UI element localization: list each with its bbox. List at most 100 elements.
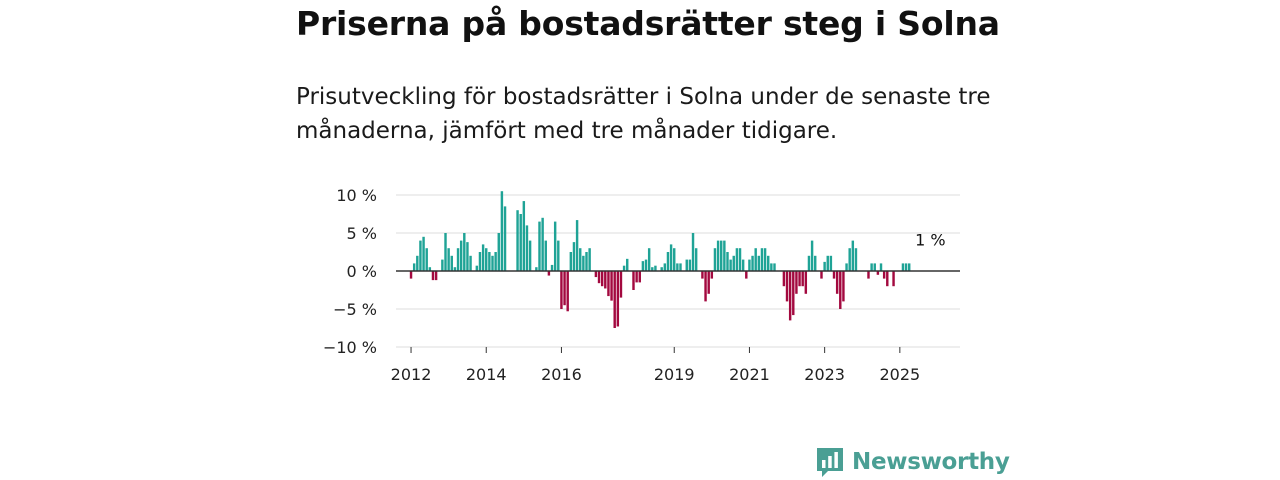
bar <box>635 271 638 283</box>
bar <box>425 248 428 271</box>
bar <box>873 263 876 271</box>
chart-subtitle: Prisutveckling för bostadsrätter i Solna… <box>296 84 991 144</box>
bar <box>519 214 522 271</box>
bar <box>644 259 648 271</box>
bar <box>754 248 757 271</box>
newsworthy-logo-icon <box>817 448 843 477</box>
bar <box>901 263 905 271</box>
bar <box>610 271 613 301</box>
bar <box>450 255 453 271</box>
bar <box>735 248 739 271</box>
bar <box>795 271 798 294</box>
bar <box>485 248 488 271</box>
x-tick-label: 2019 <box>654 365 695 384</box>
bar <box>673 248 676 271</box>
bar <box>669 244 673 271</box>
bar <box>622 265 626 271</box>
bar <box>660 267 663 271</box>
bar <box>745 271 748 279</box>
bar <box>447 248 450 271</box>
bar <box>607 271 610 297</box>
bar <box>892 271 895 287</box>
bar <box>876 271 880 275</box>
bar <box>726 252 729 271</box>
bar <box>710 271 714 279</box>
bar <box>588 248 591 271</box>
bar <box>867 271 870 279</box>
chart-title: Priserna på bostadsrätter steg i Solna <box>296 4 1000 43</box>
bar <box>431 271 435 281</box>
bar <box>676 263 679 271</box>
bar <box>679 263 682 271</box>
bar <box>428 267 432 271</box>
bar <box>613 271 616 328</box>
bar <box>478 252 482 271</box>
bar <box>463 233 466 271</box>
bar <box>701 271 704 279</box>
bar <box>541 217 544 271</box>
newsworthy-logo[interactable]: Newsworthy <box>816 446 1010 478</box>
bar <box>663 263 667 271</box>
bar <box>579 248 582 271</box>
bar <box>870 263 873 271</box>
bar <box>522 201 526 271</box>
bar <box>763 248 767 271</box>
x-tick-label: 2023 <box>804 365 845 384</box>
x-tick-label: 2025 <box>879 365 920 384</box>
bar <box>453 267 457 271</box>
bar <box>594 271 598 278</box>
bar <box>572 242 576 271</box>
bar <box>488 252 491 271</box>
bar <box>767 255 770 271</box>
bar <box>409 271 413 279</box>
bar <box>716 240 720 271</box>
bar <box>566 271 569 312</box>
bar <box>538 221 541 271</box>
bar <box>638 271 641 283</box>
bar <box>826 255 829 271</box>
bar <box>416 255 419 271</box>
bar <box>434 271 438 281</box>
bar <box>882 271 886 279</box>
bar <box>597 271 601 284</box>
bar <box>807 255 811 271</box>
bar <box>729 259 732 271</box>
bar <box>842 271 845 302</box>
x-tick-label: 2014 <box>466 365 507 384</box>
bar <box>770 263 773 271</box>
bar <box>845 263 848 271</box>
bar <box>535 267 538 271</box>
bar <box>553 221 557 271</box>
bar <box>560 271 563 309</box>
bar <box>848 248 851 271</box>
bar <box>619 271 623 298</box>
bar <box>820 271 823 279</box>
bar <box>814 255 817 271</box>
bar <box>503 206 507 271</box>
bar <box>732 255 735 271</box>
bar <box>456 248 460 271</box>
x-tick-label: 2021 <box>729 365 770 384</box>
bar <box>422 236 425 271</box>
bar <box>804 271 808 294</box>
bar <box>500 191 504 271</box>
bar <box>575 220 579 271</box>
bar <box>694 248 698 271</box>
bar <box>641 261 645 271</box>
bar <box>801 271 804 287</box>
bar <box>547 271 551 276</box>
bar <box>481 244 485 271</box>
bar <box>525 225 529 271</box>
bar <box>604 271 607 289</box>
bar <box>419 240 422 271</box>
y-tick-label: 0 % <box>347 262 377 281</box>
bar <box>563 271 566 306</box>
bar <box>707 271 710 294</box>
bar <box>879 263 883 271</box>
bar <box>748 259 751 271</box>
newsworthy-logo-text: Newsworthy <box>852 449 1010 475</box>
latest-value-label: 1 % <box>915 230 945 249</box>
bar <box>651 267 654 271</box>
bar <box>444 233 447 271</box>
